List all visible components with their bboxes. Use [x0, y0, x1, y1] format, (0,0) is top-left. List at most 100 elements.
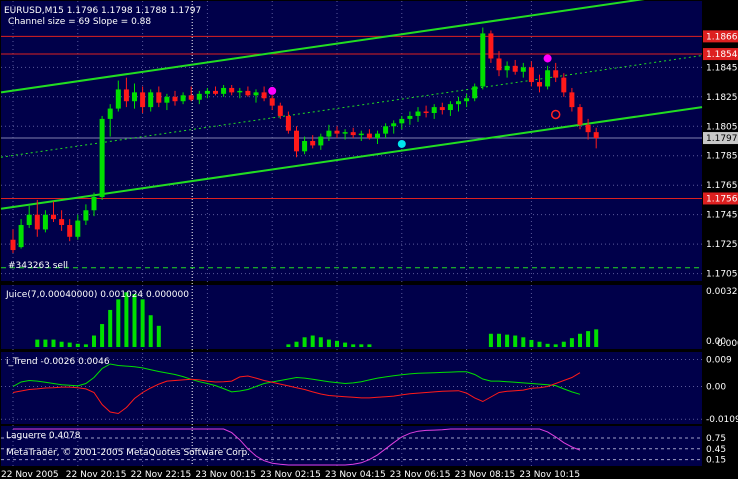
candle-body: [391, 123, 397, 127]
x-tick-label: 23 Nov 00:15: [195, 470, 256, 479]
sell-signal-marker: [543, 54, 552, 63]
y-tick-label: 1.1745: [706, 211, 738, 221]
candle-body: [318, 136, 324, 146]
candle-body: [480, 33, 486, 87]
juice-bar: [343, 342, 348, 347]
y-tick-label: 1.1725: [706, 240, 738, 250]
juice-bar: [67, 342, 72, 347]
candle-body: [294, 130, 299, 152]
candle-body: [221, 87, 227, 94]
candle-body: [42, 214, 48, 230]
candle-body: [164, 96, 170, 103]
channel-lower: [0, 106, 703, 210]
x-tick-label: 23 Nov 02:15: [260, 470, 321, 479]
juice-bar: [83, 344, 88, 347]
price-tag-label: 1.1756: [706, 194, 738, 204]
candle-body: [366, 133, 372, 139]
juice-bar: [51, 339, 56, 347]
juice-histogram: [35, 292, 599, 347]
signal-markers: [268, 54, 561, 148]
candle-body: [342, 132, 348, 134]
juice-bar: [318, 337, 323, 347]
juice-bar: [116, 299, 121, 347]
candle-body: [423, 111, 429, 113]
candle-body: [334, 130, 340, 134]
candle-body: [229, 87, 235, 93]
candle-body: [196, 93, 202, 100]
candle-body: [188, 95, 194, 100]
candle-body: [456, 101, 461, 105]
x-tick-label: 23 Nov 06:15: [390, 470, 451, 479]
candle-body: [123, 89, 129, 102]
trend-tick-label: 0.009: [706, 356, 732, 366]
candle-body: [51, 214, 56, 220]
candle-body: [593, 132, 599, 139]
juice-tick-label: 0.00042: [717, 339, 738, 349]
horizontal-levels: [1, 35, 702, 269]
juice-bar: [59, 341, 64, 347]
trend-lines: [12, 363, 581, 415]
candle-body: [472, 86, 478, 99]
juice-bar: [367, 344, 372, 347]
price-tag-label: 1.1854: [706, 50, 738, 60]
candle-body: [172, 96, 178, 102]
juice-bar: [553, 344, 558, 347]
candle-body: [277, 105, 283, 116]
juice-bar: [569, 338, 574, 347]
candle-body: [245, 90, 251, 96]
candle-body: [18, 225, 24, 248]
regression-channel: [0, 0, 703, 210]
candle-body: [285, 115, 291, 131]
candle-body: [99, 118, 105, 197]
juice-bar: [43, 339, 48, 347]
juice-bar: [156, 325, 161, 347]
candle-body: [553, 70, 559, 78]
candle-body: [407, 115, 413, 119]
channel-middle: [0, 55, 703, 158]
candle-body: [59, 219, 65, 225]
candle-body: [496, 58, 502, 71]
candle-body: [488, 33, 494, 59]
main-pane: [1, 1, 702, 281]
candle-body: [91, 197, 97, 211]
candle-body: [415, 111, 421, 116]
juice-tick-label: 0.00326: [706, 287, 738, 297]
candle-body: [180, 95, 186, 102]
juice-bar: [586, 331, 591, 347]
candle-body: [107, 108, 113, 119]
candle-body: [34, 214, 40, 230]
laguerre-label: Laguerre 0.4078: [6, 431, 81, 441]
x-tick-label: 23 Nov 04:15: [325, 470, 386, 479]
candle-body: [310, 141, 316, 146]
candle-body: [156, 92, 162, 103]
candle-body: [26, 214, 32, 225]
price-tag: [703, 30, 738, 43]
candle-body: [464, 98, 470, 102]
trend-tick-label: -0.0109: [706, 415, 738, 425]
laguerre-tick-label: 0.75: [706, 434, 726, 444]
price-tag: [703, 192, 738, 205]
juice-bar: [513, 335, 518, 347]
juice-bar: [108, 309, 113, 347]
candle-body: [358, 133, 364, 136]
stop-marker: [550, 109, 561, 120]
candle-body: [439, 107, 445, 111]
candle-body: [383, 126, 389, 134]
buy-signal-marker: [397, 139, 406, 148]
candle-body: [447, 104, 453, 111]
candle-body: [148, 92, 154, 108]
candle-body: [269, 98, 275, 106]
candle-body: [545, 70, 551, 87]
candle-body: [528, 67, 534, 83]
juice-bar: [35, 339, 40, 347]
candle-body: [83, 210, 89, 221]
price-tag: [703, 132, 738, 145]
juice-bar: [529, 339, 534, 347]
juice-bar: [75, 343, 80, 347]
juice-bar: [537, 341, 542, 347]
x-tick-label: 23 Nov 08:15: [455, 470, 516, 479]
candle-body: [375, 133, 380, 139]
candle-body: [75, 220, 81, 237]
candles: [10, 27, 599, 253]
juice-bar: [488, 333, 493, 347]
